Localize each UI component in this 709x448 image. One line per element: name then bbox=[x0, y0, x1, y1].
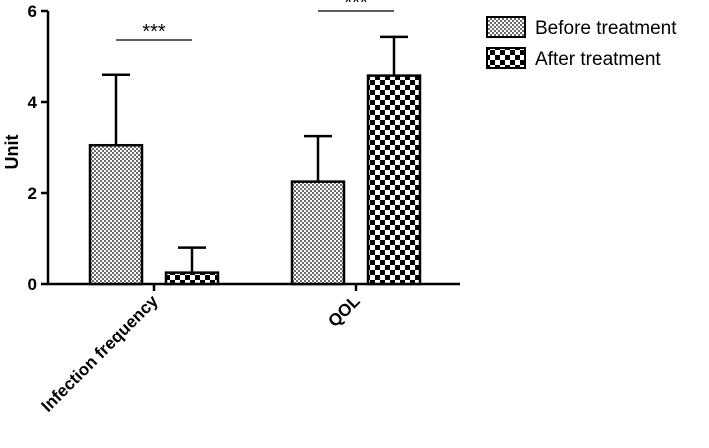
bar-0-0 bbox=[88, 143, 144, 286]
legend-swatch bbox=[486, 16, 526, 38]
legend-swatch bbox=[486, 47, 526, 69]
bar-1-1 bbox=[366, 74, 422, 286]
significance-label: *** bbox=[344, 0, 368, 14]
y-tick-label: 0 bbox=[28, 275, 37, 294]
x-tick-label: Infection frequency bbox=[38, 291, 163, 416]
y-tick-label: 4 bbox=[28, 93, 38, 112]
bar-0-1 bbox=[164, 271, 220, 286]
significance-label: *** bbox=[142, 21, 166, 43]
legend: Before treatment After treatment bbox=[486, 16, 677, 70]
legend-label: After treatment bbox=[535, 49, 661, 70]
y-tick-label: 2 bbox=[28, 184, 37, 203]
bar-1-0 bbox=[290, 180, 346, 286]
y-tick-label: 6 bbox=[28, 2, 37, 21]
legend-label: Before treatment bbox=[535, 18, 677, 39]
x-tick-label: QOL bbox=[324, 291, 363, 330]
plot-area: 0 2 4 6 Infection frequency QOL *** *** bbox=[28, 0, 460, 416]
y-axis-title: Unit bbox=[2, 135, 22, 170]
